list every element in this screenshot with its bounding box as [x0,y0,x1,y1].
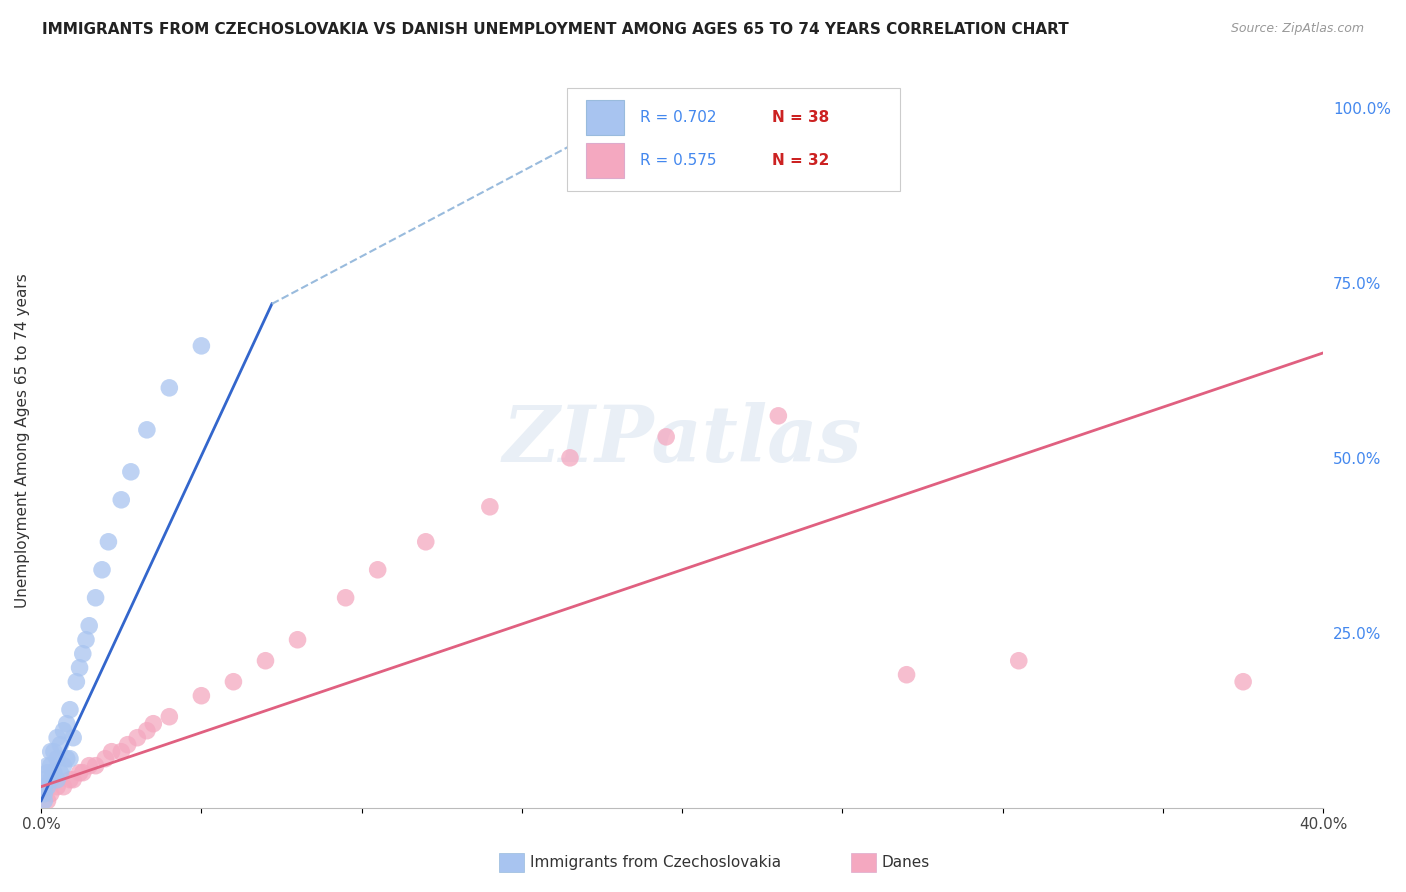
Point [254,654,277,668]
Point [222,674,245,689]
Point [335,591,357,605]
Point [49,765,72,780]
Point [37,765,59,780]
Point [110,745,132,759]
Text: R = 0.702: R = 0.702 [640,111,717,125]
Point [896,667,918,681]
Point [69,661,91,675]
Point [39,745,62,759]
Point [478,500,501,514]
Point [100,745,122,759]
Point [46,772,69,787]
Point [59,703,82,717]
Point [415,534,437,549]
Point [49,738,72,752]
Point [52,758,75,772]
Text: Immigrants from Czechoslovakia: Immigrants from Czechoslovakia [530,855,782,870]
Point [39,758,62,772]
Point [157,709,180,723]
Point [72,765,94,780]
Point [37,758,59,772]
Point [135,723,157,738]
Point [190,689,212,703]
Point [39,772,62,787]
Point [120,465,142,479]
Point [117,738,139,752]
Point [1232,674,1254,689]
Point [84,591,107,605]
Point [37,794,59,808]
Point [558,450,581,465]
FancyBboxPatch shape [567,87,900,191]
Point [287,632,309,647]
Point [190,339,212,353]
Text: IMMIGRANTS FROM CZECHOSLOVAKIA VS DANISH UNEMPLOYMENT AMONG AGES 65 TO 74 YEARS : IMMIGRANTS FROM CZECHOSLOVAKIA VS DANISH… [42,22,1069,37]
Point [55,716,77,731]
Point [46,731,69,745]
Point [157,381,180,395]
Point [62,772,84,787]
Point [46,780,69,794]
Point [127,731,149,745]
Point [142,716,165,731]
Point [37,780,59,794]
Point [91,563,114,577]
Point [94,752,117,766]
Point [135,423,157,437]
Point [768,409,790,423]
Point [59,772,82,787]
Point [46,752,69,766]
Point [34,787,56,801]
Y-axis label: Unemployment Among Ages 65 to 74 years: Unemployment Among Ages 65 to 74 years [15,273,30,607]
Point [75,632,97,647]
Point [52,780,75,794]
Point [52,723,75,738]
Text: R = 0.575: R = 0.575 [640,153,717,168]
Point [34,794,56,808]
Point [77,758,100,772]
Point [1008,654,1031,668]
Text: Danes: Danes [882,855,929,870]
Point [59,752,82,766]
Point [42,745,65,759]
Text: N = 38: N = 38 [772,111,830,125]
Text: ZIPatlas: ZIPatlas [502,402,862,479]
Point [42,765,65,780]
Point [72,647,94,661]
Point [110,492,132,507]
Point [97,534,120,549]
Point [55,752,77,766]
Point [77,619,100,633]
Point [655,430,678,444]
Text: Source: ZipAtlas.com: Source: ZipAtlas.com [1230,22,1364,36]
Point [367,563,389,577]
Point [591,122,613,136]
Point [34,772,56,787]
Point [65,674,87,689]
Text: N = 32: N = 32 [772,153,830,168]
Point [39,787,62,801]
Point [69,765,91,780]
FancyBboxPatch shape [586,100,624,136]
Point [34,780,56,794]
FancyBboxPatch shape [586,143,624,178]
Point [84,758,107,772]
Point [62,731,84,745]
